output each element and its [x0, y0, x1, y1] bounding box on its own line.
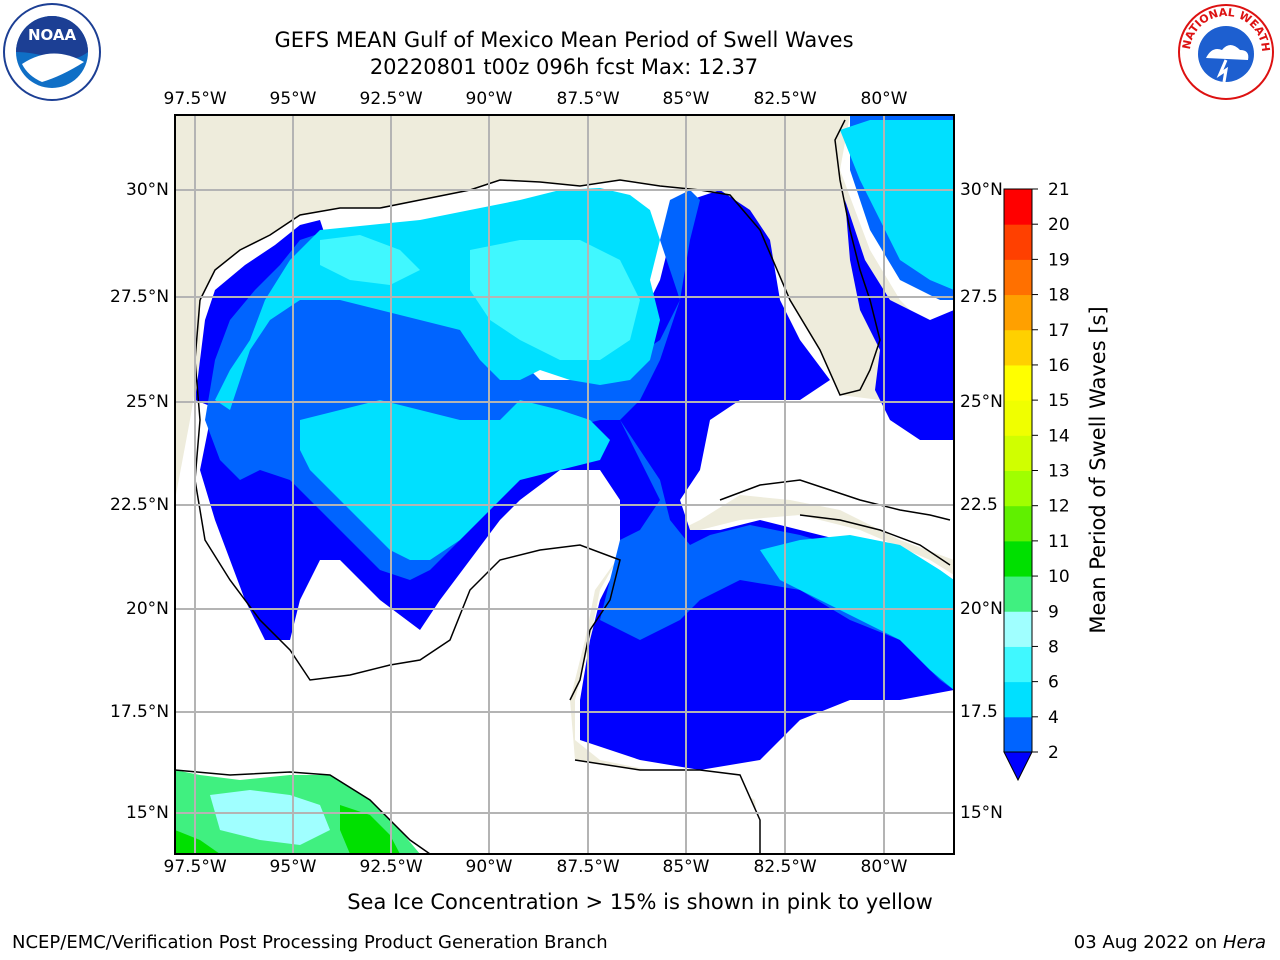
lat-label-right: 25°N	[960, 392, 1003, 412]
footer-date-text: 03 Aug 2022 on	[1073, 932, 1223, 953]
lat-label-left: 30°N	[126, 180, 169, 200]
lon-label-top: 97.5°W	[163, 89, 227, 109]
colorbar-segment	[1004, 470, 1032, 507]
colorbar-segment	[1004, 716, 1032, 753]
lon-label-top: 80°W	[860, 89, 908, 109]
chart-title: GEFS MEAN Gulf of Mexico Mean Period of …	[274, 28, 854, 52]
lat-label-left: 25°N	[126, 392, 169, 412]
colorbar-extend-arrow	[1003, 751, 1033, 782]
footer-host: Hera	[1222, 932, 1266, 953]
colorbar-tick-label: 17	[1048, 321, 1070, 341]
lon-label-top: 92.5°W	[359, 89, 423, 109]
colorbar-segment	[1004, 294, 1032, 331]
colorbar-segment	[1004, 224, 1032, 260]
colorbar-segment	[1004, 259, 1032, 296]
colorbar-tick-label: 16	[1048, 356, 1070, 376]
lon-label-bottom: 85°W	[662, 857, 710, 877]
lon-label-top: 85°W	[662, 89, 710, 109]
colorbar: 2 4 6 8 9 10 11 12 13 14 15 16 17 18 19 20 21	[1003, 180, 1070, 782]
colorbar-tick-label: 10	[1048, 567, 1070, 587]
pacific-swell-green	[175, 805, 400, 854]
lat-label-left: 27.5°N	[110, 287, 170, 307]
lat-label-right: 27.5	[960, 287, 998, 307]
colorbar-tick-label: 15	[1048, 391, 1070, 411]
swell-2-4s-florida	[845, 200, 954, 440]
lon-label-bottom: 95°W	[269, 857, 317, 877]
chart-subtitle: 20220801 t00z 096h fcst Max: 12.37	[369, 55, 759, 79]
lon-label-bottom: 92.5°W	[359, 857, 423, 877]
lat-label-right: 15°N	[960, 803, 1003, 823]
colorbar-segment	[1004, 435, 1032, 471]
colorbar-tick-label: 20	[1048, 215, 1070, 235]
pacific-swell-light	[210, 790, 330, 845]
colorbar-tick-label: 18	[1048, 286, 1070, 306]
colorbar-tick-label: 19	[1048, 250, 1070, 270]
map-gridlines	[175, 115, 954, 854]
lat-label-left: 17.5°N	[110, 702, 170, 722]
lon-label-bottom: 87.5°W	[556, 857, 620, 877]
colorbar-segment	[1004, 505, 1032, 542]
lon-label-top: 82.5°W	[753, 89, 817, 109]
lon-label-top: 87.5°W	[556, 89, 620, 109]
lon-label-bottom: 97.5°W	[163, 857, 227, 877]
colorbar-tick-label: 12	[1048, 497, 1070, 517]
lat-label-right: 22.5	[960, 495, 998, 515]
lat-label-left: 20°N	[126, 599, 169, 619]
colorbar-segment	[1004, 611, 1032, 647]
swell-2-4s-gulf	[195, 190, 954, 770]
swell-6-8s-caribbean	[760, 535, 954, 690]
footer-credit: NCEP/EMC/Verification Post Processing Pr…	[12, 932, 608, 953]
colorbar-segment	[1004, 540, 1032, 577]
colorbar-tick-label: 14	[1048, 426, 1070, 446]
colorbar-tick-label: 21	[1048, 180, 1070, 200]
swell-4-6s-gulf	[205, 190, 954, 690]
noaa-logo: NOAA	[2, 2, 102, 102]
lat-label-right: 30°N	[960, 180, 1003, 200]
colorbar-segment	[1004, 364, 1032, 401]
colorbar-segment	[1004, 681, 1032, 718]
colorbar-tick-label: 9	[1048, 602, 1059, 622]
colorbar-tick-label: 11	[1048, 532, 1070, 552]
lat-label-left: 15°N	[126, 803, 169, 823]
lat-label-left: 22.5°N	[110, 495, 170, 515]
colorbar-segment	[1004, 329, 1032, 366]
lon-label-top: 90°W	[465, 89, 513, 109]
lat-label-right: 20°N	[960, 599, 1003, 619]
map-frame	[174, 114, 955, 855]
lon-label-bottom: 80°W	[860, 857, 908, 877]
swell-6-8s-atlantic	[840, 120, 954, 290]
footer-date: 03 Aug 2022 on Hera	[1074, 932, 1266, 953]
colorbar-segment	[1004, 646, 1032, 683]
colorbar-tick-label: 13	[1048, 462, 1070, 482]
lon-label-bottom: 90°W	[465, 857, 513, 877]
lat-label-right: 17.5	[960, 702, 998, 722]
colorbar-tick-label: 8	[1048, 637, 1059, 657]
colorbar-tick-label: 2	[1048, 743, 1059, 763]
colorbar-segment	[1004, 400, 1032, 436]
colorbar-segment	[1004, 576, 1032, 612]
colorbar-tick-label: 4	[1048, 708, 1059, 728]
lon-label-bottom: 82.5°W	[753, 857, 817, 877]
colorbar-segment	[1004, 189, 1032, 225]
colorbar-tick-label: 6	[1048, 673, 1059, 693]
noaa-logo-text: NOAA	[28, 26, 77, 44]
nws-logo: NATIONAL WEATHER SERVICE	[1172, 0, 1276, 102]
colorbar-title: Mean Period of Swell Waves [s]	[1086, 306, 1110, 634]
lon-label-top: 95°W	[269, 89, 317, 109]
map-area	[175, 115, 954, 854]
sea-ice-note: Sea Ice Concentration > 15% is shown in …	[347, 890, 933, 914]
